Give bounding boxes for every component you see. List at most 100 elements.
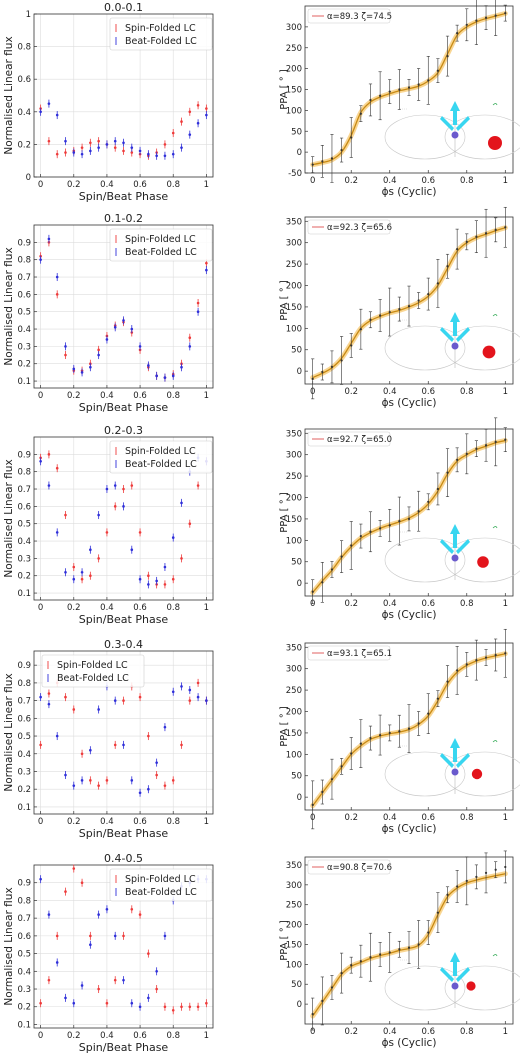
beat-point <box>163 154 167 158</box>
beat-point <box>130 1001 134 1005</box>
spin-point <box>55 466 59 470</box>
y-tick-label: 0.6 <box>17 75 31 85</box>
y-tick-label: 150 <box>286 86 302 96</box>
spin-point <box>72 565 76 569</box>
ppa-point <box>446 471 449 474</box>
ppa-point <box>494 653 497 657</box>
beat-point <box>113 699 117 702</box>
y-tick-label: 0.9 <box>17 661 31 671</box>
plot-frame <box>33 224 214 389</box>
spin-point <box>113 978 117 982</box>
beat-point <box>130 146 134 149</box>
arrow-right-icon <box>456 539 470 554</box>
beat-point <box>64 139 67 143</box>
y-tick-label: 100 <box>286 750 302 760</box>
beat-point <box>72 784 76 787</box>
spin-point <box>130 151 134 154</box>
y-tick-label: 0 <box>297 579 302 589</box>
ppa-point <box>484 444 488 447</box>
field-loop-right <box>444 325 520 371</box>
ppa-point <box>446 893 449 896</box>
ppa-point <box>369 736 372 740</box>
spin-point <box>138 695 142 699</box>
y-tick-label: 200 <box>286 282 302 292</box>
x-tick-label: 0.6 <box>421 176 435 186</box>
spin-point <box>196 103 200 107</box>
beat-point <box>171 536 175 539</box>
y-tick-label: 0.5 <box>17 520 31 530</box>
x-tick-label: 0.8 <box>460 387 474 397</box>
beat-point <box>163 725 167 729</box>
lc-panel-1: 0.0-0.1 0 0.2 0.4 0.6 0.8 1 0 0.2 0.4 0.6 0.8 1 Spin-… <box>3 1 214 203</box>
companion-star-icon <box>471 768 483 780</box>
spin-point <box>122 149 125 153</box>
plot-frame <box>33 436 214 601</box>
x-tick-label: 1 <box>503 813 508 823</box>
spin-point <box>147 734 150 738</box>
legend-beat-label: Beat-Folded LC <box>125 887 197 898</box>
ppa-point <box>340 148 343 152</box>
y-tick-label: 0.4 <box>17 537 31 547</box>
y-tick-label: 0.7 <box>17 485 31 495</box>
lc-title: 0.3-0.4 <box>104 638 143 651</box>
legend-frame <box>109 440 213 474</box>
legend-beat-label: Beat-Folded LC <box>125 36 197 47</box>
ppa-point <box>369 956 372 959</box>
x-tick-label: 1 <box>204 391 209 401</box>
ppa-point <box>407 304 411 308</box>
beat-point <box>138 577 142 581</box>
ppa-point <box>311 1012 314 1016</box>
beat-point <box>89 748 92 752</box>
spin-point <box>39 743 42 747</box>
ppa-point <box>340 359 343 362</box>
y-tick-label: 350 <box>286 429 302 439</box>
x-tick-label: 0.6 <box>421 599 435 609</box>
spin-point <box>188 336 192 340</box>
ppa-ylabel: PPA [ ° ] <box>279 280 290 321</box>
ppa-point <box>311 377 314 380</box>
x-tick-label: 0.2 <box>344 599 358 609</box>
arrow-up-icon <box>450 101 460 125</box>
spin-point <box>122 487 125 491</box>
ppa-point <box>350 136 353 139</box>
ppa-point <box>456 885 459 888</box>
spin-point <box>122 934 125 938</box>
x-tick-label: 0.6 <box>421 813 435 823</box>
ppa-xlabel: ϕs (Cyclic) <box>382 186 437 198</box>
spin-point <box>130 907 134 911</box>
beat-point <box>39 459 42 463</box>
ppa-xlabel: ϕs (Cyclic) <box>382 823 437 835</box>
x-tick-label: 0.6 <box>133 180 147 190</box>
y-tick-label: 0.1 <box>17 1020 31 1030</box>
fit-legend-frame <box>307 8 391 24</box>
plot-frame <box>304 642 514 811</box>
arrow-left-icon <box>440 753 454 768</box>
ppa-point <box>407 727 411 730</box>
white-dwarf-icon <box>451 342 459 350</box>
ppa-point <box>456 458 459 461</box>
arrow-right-icon <box>456 967 470 982</box>
y-tick-label: 0.6 <box>17 502 31 512</box>
plot-frame <box>304 216 514 385</box>
beat-point <box>97 513 100 517</box>
beat-point <box>147 787 150 791</box>
y-tick-label: 0.2 <box>17 572 31 582</box>
x-tick-label: 1 <box>204 603 209 613</box>
ppa-point <box>504 438 507 441</box>
legend-spin-label: Spin-Folded LC <box>125 234 196 245</box>
y-tick-label: 150 <box>286 515 302 525</box>
ppa-point <box>330 778 334 781</box>
ppa-point <box>446 680 449 683</box>
fit-legend-frame <box>307 645 391 661</box>
beat-point <box>122 978 125 982</box>
field-loop-left <box>384 537 466 583</box>
x-tick-label: 0.4 <box>383 599 397 609</box>
beat-point <box>113 934 117 938</box>
beat-point <box>105 143 109 146</box>
spin-point <box>97 987 100 991</box>
beat-point <box>80 152 84 156</box>
beat-point <box>105 338 109 341</box>
spin-point <box>188 1005 192 1009</box>
lc-panel-3: 0.2-0.3 0 0.2 0.4 0.6 0.8 1 0.1 0.2 0.3 0.4 0.5 0.6 0… <box>3 424 214 626</box>
spin-point <box>47 139 51 143</box>
